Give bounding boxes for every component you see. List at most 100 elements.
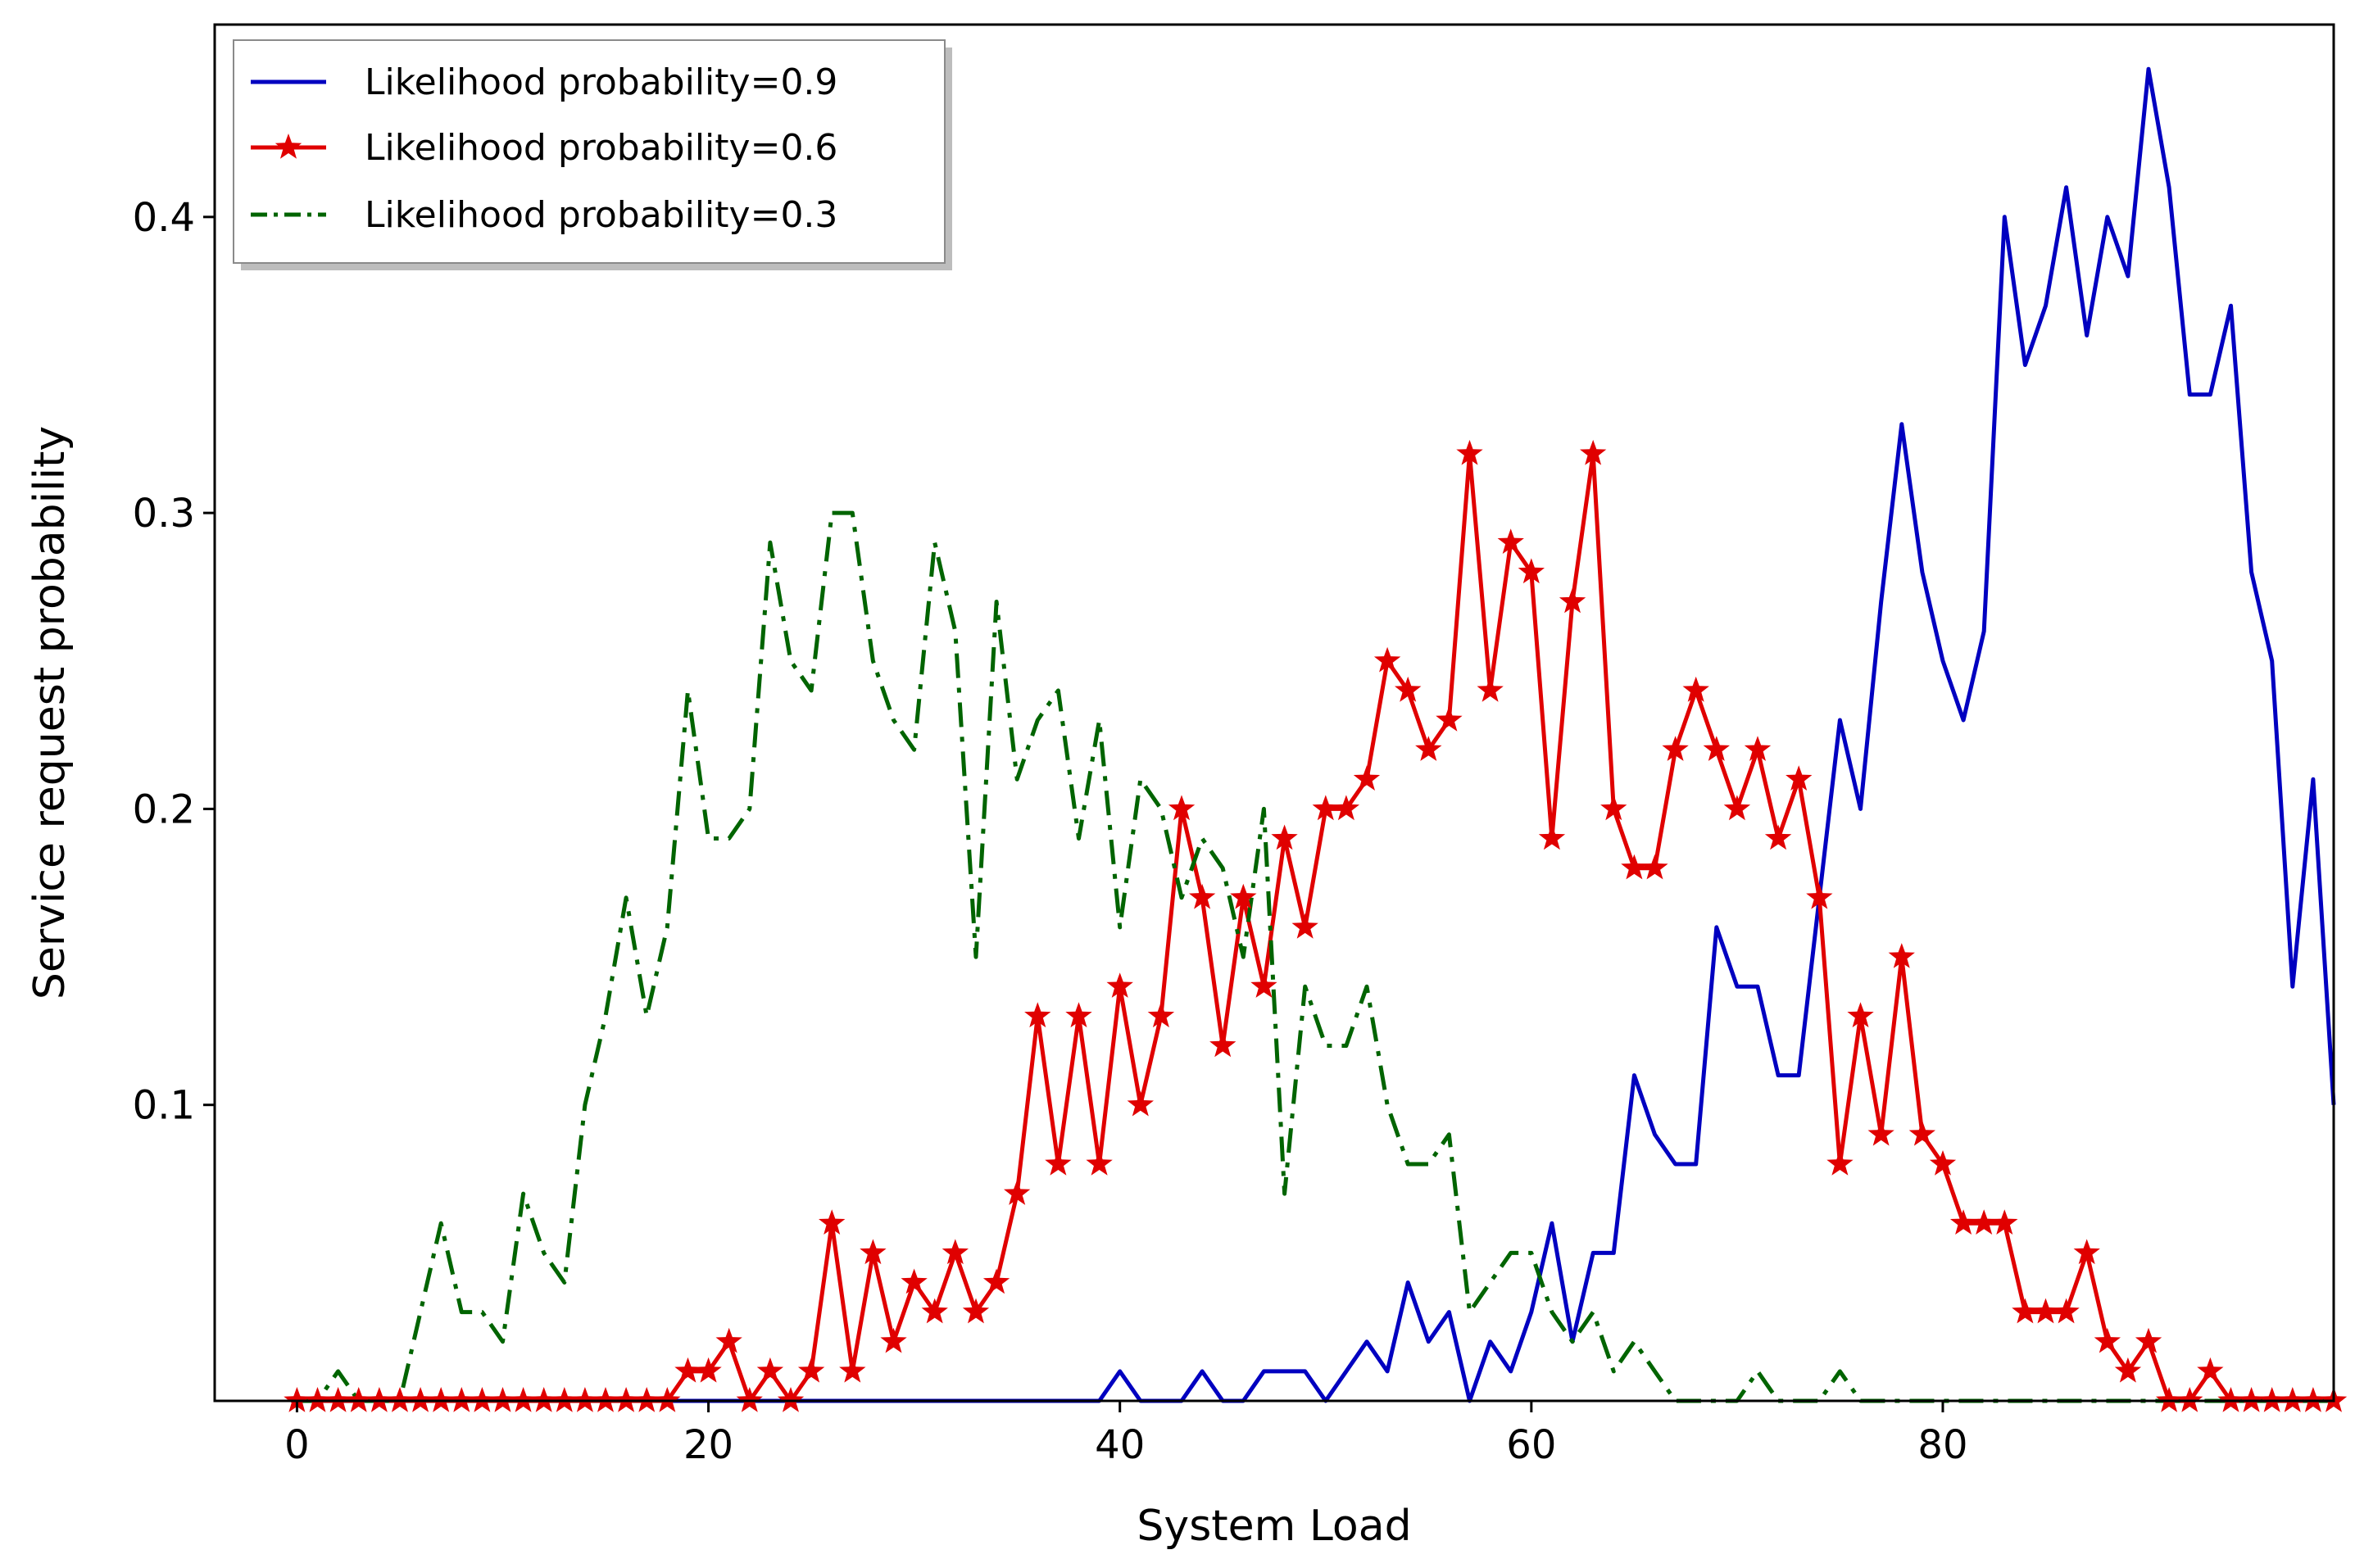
data-point-star: [901, 1268, 928, 1294]
legend-label-2: Likelihood probability=0.6: [365, 127, 837, 169]
x-tick-label: 80: [1917, 1422, 1967, 1468]
data-point-star: [1559, 587, 1586, 614]
data-point-star: [777, 1387, 805, 1412]
y-axis-title: Service request probability: [25, 426, 75, 999]
data-point-star: [2032, 1298, 2059, 1324]
data-point-star: [2299, 1387, 2327, 1412]
x-tick-label: 0: [284, 1422, 310, 1468]
data-point-star: [284, 1387, 311, 1412]
y-axis-ticks: 0.1 0.2 0.3 0.4: [133, 195, 215, 1129]
data-point-star: [1045, 1150, 1072, 1176]
data-point-star: [982, 1268, 1010, 1294]
x-axis-ticks: 0 20 40 60 80: [284, 1401, 1968, 1468]
data-point-star: [2053, 1298, 2080, 1324]
data-point-star: [1373, 646, 1401, 673]
data-point-star: [386, 1387, 414, 1412]
data-point-star: [510, 1387, 537, 1412]
data-point-star: [1786, 765, 1813, 791]
data-point-star: [1127, 1090, 1154, 1117]
data-point-star: [469, 1387, 496, 1412]
x-tick-label: 40: [1095, 1422, 1145, 1468]
y-tick-label: 0.4: [133, 195, 195, 241]
data-point-star: [674, 1357, 701, 1383]
data-point-star: [1004, 1180, 1031, 1205]
data-point-star: [942, 1239, 969, 1265]
data-point-star: [1189, 883, 1216, 909]
data-point-star: [489, 1387, 516, 1412]
data-point-star: [1662, 736, 1689, 761]
data-point-star: [2114, 1357, 2142, 1383]
series-line-1: [297, 66, 2336, 1403]
data-point-star: [1991, 1209, 2018, 1235]
data-point-star: [2156, 1387, 2183, 1412]
data-point-star: [1703, 736, 1730, 761]
data-point-star: [1353, 765, 1381, 791]
data-point-star: [1744, 736, 1772, 761]
y-tick-label: 0.2: [133, 786, 195, 832]
data-point-star: [1065, 1002, 1092, 1028]
data-point-star: [1395, 676, 1422, 702]
data-point-star: [345, 1387, 372, 1412]
data-point-star: [715, 1327, 742, 1353]
data-point-star: [2094, 1327, 2121, 1353]
x-axis-title: System Load: [1137, 1502, 1411, 1551]
data-point-star: [1621, 854, 1648, 880]
data-point-star: [797, 1357, 825, 1383]
data-point-star: [1641, 854, 1668, 880]
data-point-star: [1867, 1120, 1894, 1146]
data-point-star: [1209, 1031, 1236, 1058]
data-point-star: [551, 1387, 578, 1412]
data-point-star: [1723, 795, 1751, 821]
legend-label-3: Likelihood probability=0.3: [365, 194, 837, 236]
data-point-star: [1600, 795, 1627, 821]
data-point-star: [633, 1387, 660, 1412]
data-point-star: [2073, 1239, 2100, 1265]
data-point-star: [1436, 706, 1463, 732]
data-point-star: [1497, 528, 1524, 554]
data-point-star: [1949, 1209, 1977, 1235]
data-point-star: [1332, 795, 1359, 821]
data-point-star: [819, 1209, 846, 1235]
data-point-star: [1764, 824, 1792, 850]
data-point-star: [428, 1387, 455, 1412]
data-point-star: [839, 1357, 866, 1383]
data-point-star: [1888, 943, 1915, 968]
legend-entries: Likelihood probability=0.9 Likelihood pro…: [251, 61, 837, 236]
data-point-star: [1929, 1150, 1957, 1176]
data-point-star: [1250, 972, 1277, 998]
data-point-star: [571, 1387, 599, 1412]
data-point-star: [2135, 1327, 2162, 1353]
data-point-star: [1518, 558, 1545, 584]
data-point-star: [1086, 1150, 1113, 1176]
data-point-star: [530, 1387, 557, 1412]
data-point-star: [1908, 1120, 1935, 1146]
plot-area-frame: [213, 23, 2335, 1403]
data-point-star: [1312, 795, 1339, 821]
data-point-star: [736, 1387, 763, 1412]
data-point-star: [448, 1387, 475, 1412]
data-point-star: [1538, 824, 1566, 850]
data-point-star: [695, 1357, 722, 1383]
data-point-star: [1106, 972, 1133, 998]
data-point-star: [1477, 676, 1504, 702]
data-point-star: [2279, 1387, 2306, 1412]
x-tick-label: 20: [683, 1422, 733, 1468]
data-point-star: [880, 1327, 907, 1353]
data-point-star: [365, 1387, 392, 1412]
legend-label-1: Likelihood probability=0.9: [365, 61, 837, 103]
data-point-star: [2217, 1387, 2244, 1412]
data-point-star: [2176, 1387, 2203, 1412]
data-point-star: [1580, 439, 1607, 465]
data-point-star: [2012, 1298, 2039, 1324]
data-point-star: [324, 1387, 352, 1412]
y-tick-label: 0.1: [133, 1083, 195, 1129]
data-point-star: [304, 1387, 331, 1412]
data-point-star: [1147, 1002, 1175, 1028]
data-point-star: [654, 1387, 681, 1412]
data-point-star: [2258, 1387, 2285, 1412]
data-point-star: [406, 1387, 434, 1412]
data-point-star: [1682, 676, 1709, 702]
data-point-star: [860, 1239, 887, 1265]
data-point-star: [2197, 1357, 2224, 1383]
